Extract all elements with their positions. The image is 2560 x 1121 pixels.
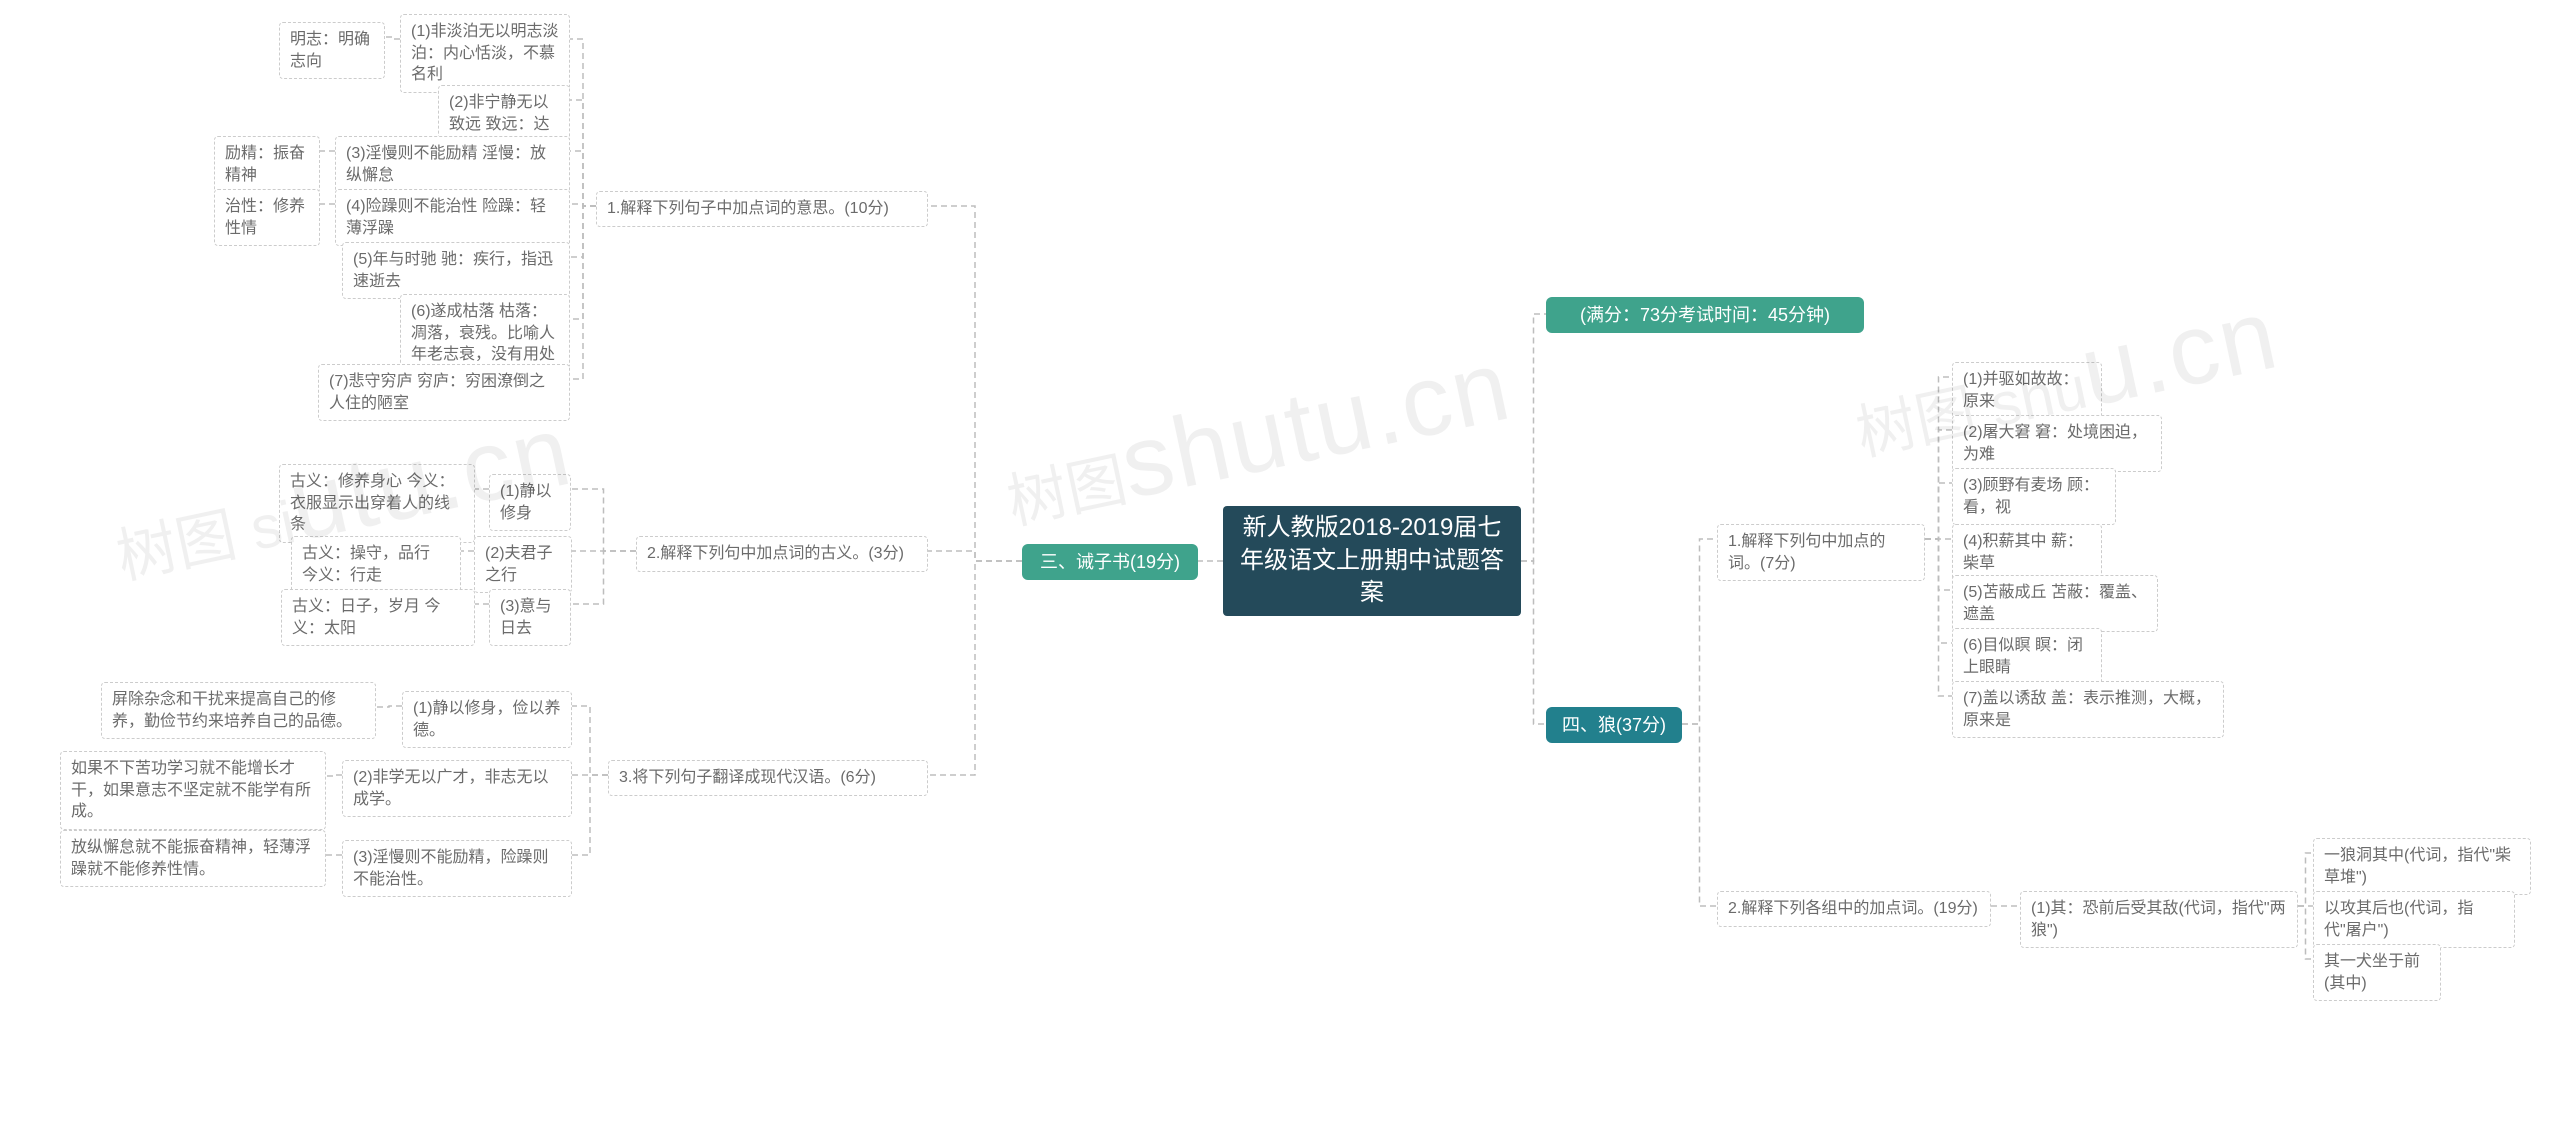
node-label: 屏除杂念和干扰来提高自己的修养，勤俭节约来培养自己的品德。 bbox=[112, 689, 365, 732]
node-l_31_3b: 励精：振奋精神 bbox=[214, 136, 320, 193]
node-label: (3)淫慢则不能励精，险躁则不能治性。 bbox=[353, 847, 561, 890]
node-r_42b: 以攻其后也(代词，指代"屠户") bbox=[2313, 891, 2515, 948]
node-r_41_7: (7)盖以诱敌 盖：表示推测，大概，原来是 bbox=[1952, 681, 2224, 738]
node-label: 2.解释下列句中加点词的古义。(3分) bbox=[647, 543, 904, 565]
node-label: (7)盖以诱敌 盖：表示推测，大概，原来是 bbox=[1963, 688, 2213, 731]
node-label: (1)静以修身 bbox=[500, 481, 560, 524]
node-r_41_6: (6)目似瞑 瞑：闭上眼睛 bbox=[1952, 628, 2102, 685]
node-r_42a: 一狼洞其中(代词，指代"柴草堆") bbox=[2313, 838, 2531, 895]
node-l_33_2: (2)非学无以广才，非志无以成学。 bbox=[342, 760, 572, 817]
node-r_42c: 其一犬坐于前(其中) bbox=[2313, 944, 2441, 1001]
node-l_31_7: (7)悲守穷庐 穷庐：穷困潦倒之人住的陋室 bbox=[318, 364, 570, 421]
node-r_41_5: (5)苫蔽成丘 苫蔽：覆盖、遮盖 bbox=[1952, 575, 2158, 632]
node-pill_3: 三、诫子书(19分) bbox=[1022, 544, 1198, 580]
node-label: (4)险躁则不能治性 险躁：轻薄浮躁 bbox=[346, 196, 559, 239]
node-l_q33: 3.将下列句子翻译成现代汉语。(6分) bbox=[608, 760, 928, 796]
node-l_32_3b: 古义：日子，岁月 今义：太阳 bbox=[281, 589, 475, 646]
node-l_33_2b: 如果不下苦功学习就不能增长才干，如果意志不坚定就不能学有所成。 bbox=[60, 751, 326, 830]
node-r_q42: 2.解释下列各组中的加点词。(19分) bbox=[1717, 891, 1991, 927]
node-label: (1)非淡泊无以明志淡泊：内心恬淡，不慕名利 bbox=[411, 21, 559, 86]
node-label: 2.解释下列各组中的加点词。(19分) bbox=[1728, 898, 1978, 920]
node-l_31_3: (3)淫慢则不能励精 淫慢：放纵懈怠 bbox=[335, 136, 570, 193]
node-label: 其一犬坐于前(其中) bbox=[2324, 951, 2430, 994]
node-label: (3)意与日去 bbox=[500, 596, 560, 639]
watermark-big: shutu.cn bbox=[1111, 329, 1520, 520]
node-label: 1.解释下列句子中加点词的意思。(10分) bbox=[607, 198, 889, 220]
node-l_32_2b: 古义：操守，品行 今义：行走 bbox=[291, 536, 461, 593]
node-l_32_3: (3)意与日去 bbox=[489, 589, 571, 646]
node-l_33_3: (3)淫慢则不能励精，险躁则不能治性。 bbox=[342, 840, 572, 897]
node-label: (1)其：恐前后受其敌(代词，指代"两狼") bbox=[2031, 898, 2287, 941]
node-l_31_4b: 治性：修养性情 bbox=[214, 189, 320, 246]
node-label: 励精：振奋精神 bbox=[225, 143, 309, 186]
node-label: 新人教版2018-2019届七年级语文上册期中试题答案 bbox=[1233, 512, 1511, 609]
node-l_31_1: (1)非淡泊无以明志淡泊：内心恬淡，不慕名利 bbox=[400, 14, 570, 93]
node-label: (2)非学无以广才，非志无以成学。 bbox=[353, 767, 561, 810]
node-label: (2)夫君子之行 bbox=[485, 543, 561, 586]
node-label: (6)遂成枯落 枯落：凋落，衰残。比喻人年老志衰，没有用处 bbox=[411, 301, 559, 366]
watermark-small: 树图 bbox=[1001, 446, 1132, 536]
node-l_31_5: (5)年与时驰 驰：疾行，指迅速逝去 bbox=[342, 242, 570, 299]
node-pill_4: 四、狼(37分) bbox=[1546, 707, 1682, 743]
node-r_41_2: (2)屠大窘 窘：处境困迫，为难 bbox=[1952, 415, 2162, 472]
node-l_33_3b: 放纵懈怠就不能振奋精神，轻薄浮躁就不能修养性情。 bbox=[60, 830, 326, 887]
node-l_31_4: (4)险躁则不能治性 险躁：轻薄浮躁 bbox=[335, 189, 570, 246]
node-label: 四、狼(37分) bbox=[1562, 713, 1666, 737]
node-r_41_3: (3)顾野有麦场 顾：看，视 bbox=[1952, 468, 2116, 525]
node-label: (5)苫蔽成丘 苫蔽：覆盖、遮盖 bbox=[1963, 582, 2147, 625]
node-label: (7)悲守穷庐 穷庐：穷困潦倒之人住的陋室 bbox=[329, 371, 559, 414]
node-label: 古义：日子，岁月 今义：太阳 bbox=[292, 596, 464, 639]
node-label: 明志：明确志向 bbox=[290, 29, 374, 72]
node-label: 放纵懈怠就不能振奋精神，轻薄浮躁就不能修养性情。 bbox=[71, 837, 315, 880]
watermark-small: 树图 si bbox=[111, 488, 301, 591]
node-label: (1)静以修身，俭以养德。 bbox=[413, 698, 561, 741]
node-layer: 新人教版2018-2019届七年级语文上册期中试题答案 三、诫子书(19分) (满分… bbox=[0, 0, 2560, 1121]
node-l_31_6: (6)遂成枯落 枯落：凋落，衰残。比喻人年老志衰，没有用处 bbox=[400, 294, 570, 373]
node-r_42_1: (1)其：恐前后受其敌(代词，指代"两狼") bbox=[2020, 891, 2298, 948]
node-l_33_1: (1)静以修身，俭以养德。 bbox=[402, 691, 572, 748]
node-pill_full: (满分：73分考试时间：45分钟) bbox=[1546, 297, 1864, 333]
node-center: 新人教版2018-2019届七年级语文上册期中试题答案 bbox=[1223, 506, 1521, 616]
node-r_41_4: (4)积薪其中 薪：柴草 bbox=[1952, 524, 2102, 581]
node-label: 治性：修养性情 bbox=[225, 196, 309, 239]
node-label: (6)目似瞑 瞑：闭上眼睛 bbox=[1963, 635, 2091, 678]
node-l_33_1b: 屏除杂念和干扰来提高自己的修养，勤俭节约来培养自己的品德。 bbox=[101, 682, 376, 739]
node-label: 如果不下苦功学习就不能增长才干，如果意志不坚定就不能学有所成。 bbox=[71, 758, 315, 823]
node-r_q41: 1.解释下列句中加点的词。(7分) bbox=[1717, 524, 1925, 581]
node-l_31_1b: 明志：明确志向 bbox=[279, 22, 385, 79]
node-label: (5)年与时驰 驰：疾行，指迅速逝去 bbox=[353, 249, 559, 292]
node-label: (2)屠大窘 窘：处境困迫，为难 bbox=[1963, 422, 2151, 465]
node-l_32_1: (1)静以修身 bbox=[489, 474, 571, 531]
node-r_41_1: (1)并驱如故故：原来 bbox=[1952, 362, 2102, 419]
node-l_32_2: (2)夫君子之行 bbox=[474, 536, 572, 593]
node-label: 古义：修养身心 今义：衣服显示出穿着人的线条 bbox=[290, 471, 464, 536]
node-label: 3.将下列句子翻译成现代汉语。(6分) bbox=[619, 767, 876, 789]
node-label: 1.解释下列句中加点的词。(7分) bbox=[1728, 531, 1914, 574]
node-label: (4)积薪其中 薪：柴草 bbox=[1963, 531, 2091, 574]
node-label: 一狼洞其中(代词，指代"柴草堆") bbox=[2324, 845, 2520, 888]
node-l_q31: 1.解释下列句子中加点词的意思。(10分) bbox=[596, 191, 928, 227]
node-label: (1)并驱如故故：原来 bbox=[1963, 369, 2091, 412]
node-label: (3)淫慢则不能励精 淫慢：放纵懈怠 bbox=[346, 143, 559, 186]
node-l_32_1b: 古义：修养身心 今义：衣服显示出穿着人的线条 bbox=[279, 464, 475, 543]
node-l_q32: 2.解释下列句中加点词的古义。(3分) bbox=[636, 536, 928, 572]
node-label: 古义：操守，品行 今义：行走 bbox=[302, 543, 450, 586]
node-label: (满分：73分考试时间：45分钟) bbox=[1580, 303, 1830, 327]
node-label: 以攻其后也(代词，指代"屠户") bbox=[2324, 898, 2504, 941]
node-label: 三、诫子书(19分) bbox=[1040, 550, 1180, 574]
node-label: (3)顾野有麦场 顾：看，视 bbox=[1963, 475, 2105, 518]
watermark-big: u.cn bbox=[2071, 277, 2287, 428]
